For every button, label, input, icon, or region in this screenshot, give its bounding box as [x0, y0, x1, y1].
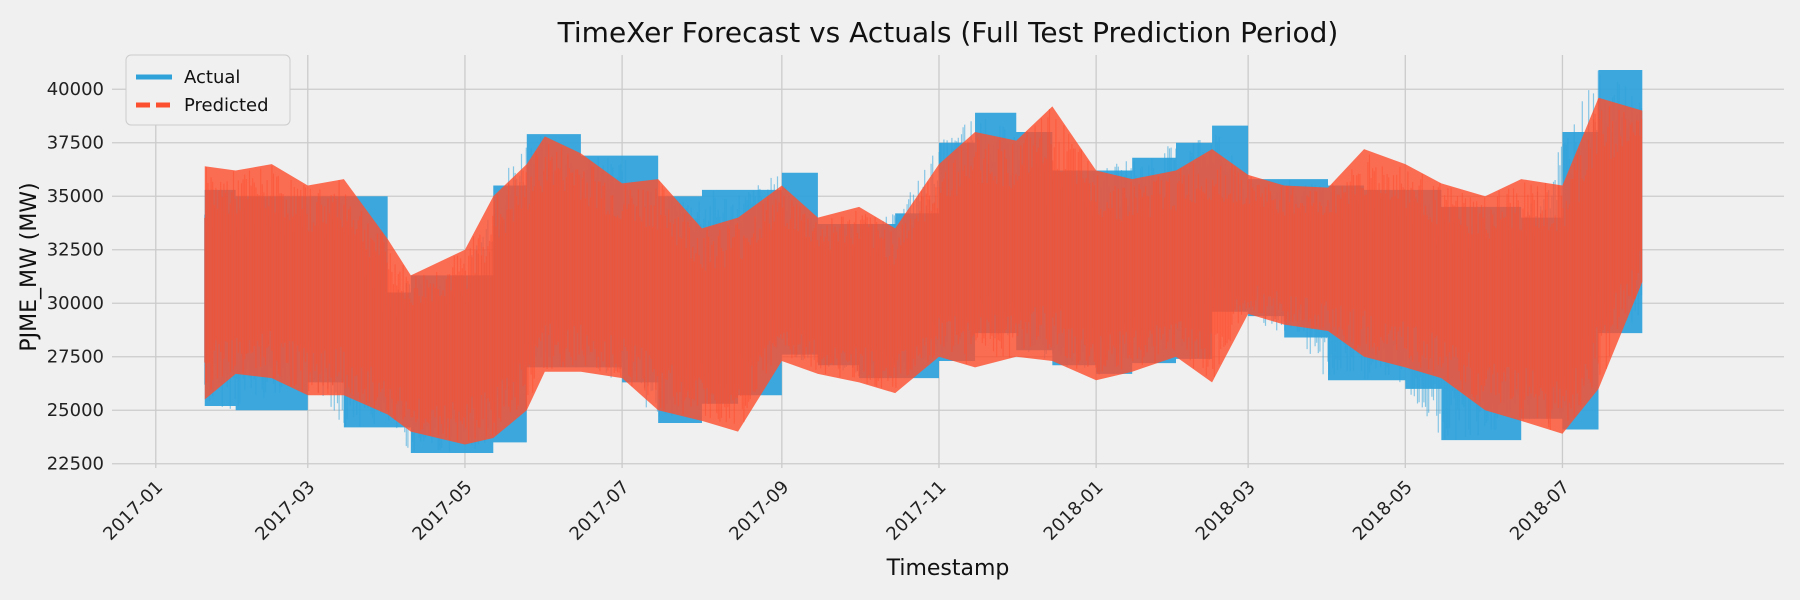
y-tick-label: 35000	[47, 186, 104, 207]
legend-label-actual: Actual	[184, 67, 240, 88]
y-tick-label: 22500	[47, 454, 104, 475]
chart-title: TimeXer Forecast vs Actuals (Full Test P…	[557, 16, 1339, 49]
y-tick-label: 30000	[47, 293, 104, 314]
y-tick-label: 32500	[47, 240, 104, 261]
legend-label-predicted: Predicted	[184, 95, 269, 116]
y-tick-label: 25000	[47, 400, 104, 421]
legend: Actual Predicted	[125, 54, 291, 126]
y-tick-label: 40000	[47, 79, 104, 100]
x-axis-title: Timestamp	[886, 556, 1010, 581]
series-line-predicted	[204, 99, 1643, 442]
y-tick-label: 37500	[47, 133, 104, 154]
y-axis-title: PJME_MW (MW)	[17, 182, 42, 351]
series-layer	[204, 69, 1643, 454]
y-tick-label: 27500	[47, 347, 104, 368]
